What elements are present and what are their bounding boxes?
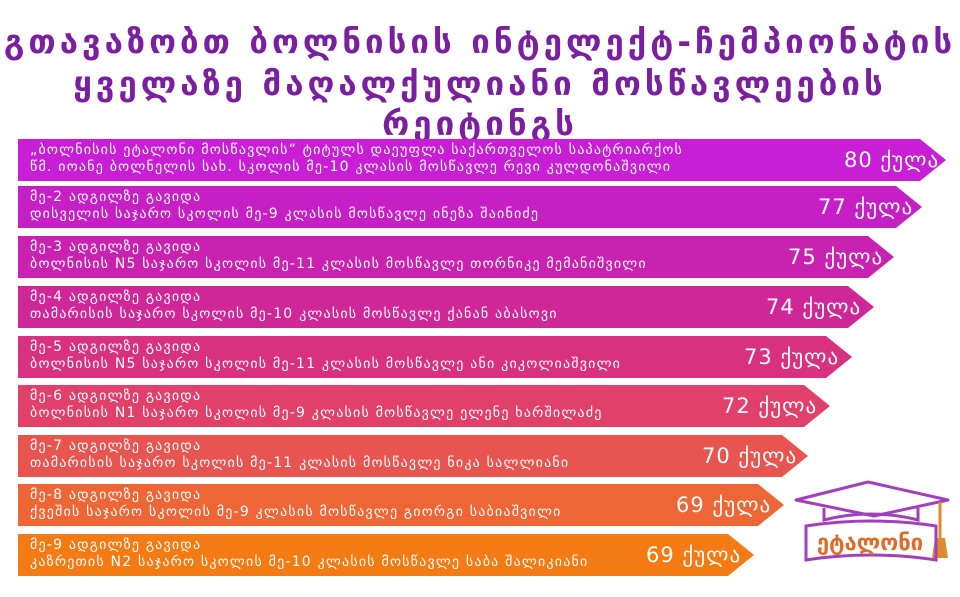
row-points: 70 ქულა bbox=[702, 444, 798, 468]
arrow-banner bbox=[18, 484, 784, 526]
page-title-line2: ყველაზე მაღალქულიანი მოსწავლეების რეიტინ… bbox=[73, 64, 887, 143]
row-points: 73 ქულა bbox=[744, 345, 840, 369]
row-line1: მე-3 ადგილზე გავიდა bbox=[30, 239, 202, 255]
ranking-row-5: მე-5 ადგილზე გავიდა ბოლნისის N5 საჯარო ს… bbox=[18, 336, 852, 378]
row-line1: მე-8 ადგილზე გავიდა bbox=[30, 487, 202, 503]
row-points: 77 ქულა bbox=[818, 195, 914, 219]
row-line2: წმ. იოანე ბოლნელის სახ. სკოლის მე-10 კლა… bbox=[30, 159, 672, 175]
row-line1: მე-7 ადგილზე გავიდა bbox=[30, 438, 202, 454]
row-line1: მე-4 ადგილზე გავიდა bbox=[30, 289, 202, 305]
logo-text: ეტალონი bbox=[817, 531, 923, 556]
ranking-row-8: მე-8 ადგილზე გავიდა ქვეშის საჯარო სკოლის… bbox=[18, 484, 784, 526]
graduation-cap-icon: ეტალონი bbox=[794, 480, 950, 562]
arrow-banner bbox=[18, 186, 922, 228]
arrow-banner bbox=[18, 435, 808, 477]
row-line1: მე-2 ადგილზე გავიდა bbox=[30, 189, 202, 205]
row-line1: მე-9 ადგილზე გავიდა bbox=[30, 537, 202, 553]
row-line2: დისველის საჯარო სკოლის მე-9 კლასის მოსწა… bbox=[30, 206, 540, 222]
arrow-banner bbox=[18, 385, 830, 427]
arrow-banner bbox=[18, 534, 754, 576]
row-line2: თამარისის საჯარო სკოლის მე-11 კლასის მოს… bbox=[30, 455, 570, 471]
row-line1: მე-5 ადგილზე გავიდა bbox=[30, 339, 202, 355]
ranking-row-7: მე-7 ადგილზე გავიდა თამარისის საჯარო სკო… bbox=[18, 435, 808, 477]
row-line2: კაზრეთის N2 საჯარო სკოლის მე-10 კლასის მ… bbox=[30, 554, 589, 570]
ranking-row-9: მე-9 ადგილზე გავიდა კაზრეთის N2 საჯარო ს… bbox=[18, 534, 754, 576]
page-title-line1: გთავაზობთ ბოლნისის ინტელექტ-ჩემპიონატის bbox=[3, 22, 957, 61]
arrow-banner bbox=[18, 336, 852, 378]
row-line1: „ბოლნისის ეტალონი მოსწავლის“ ტიტულს დაეუ… bbox=[30, 142, 684, 158]
ranking-row-3: მე-3 ადგილზე გავიდა ბოლნისის N5 საჯარო ს… bbox=[18, 236, 894, 278]
row-points: 75 ქულა bbox=[788, 245, 884, 269]
ranking-row-2: მე-2 ადგილზე გავიდა დისველის საჯარო სკოლ… bbox=[18, 186, 922, 228]
ranking-row-4: მე-4 ადგილზე გავიდა თამარისის საჯარო სკო… bbox=[18, 286, 874, 328]
arrow-banner bbox=[18, 236, 894, 278]
row-points: 69 ქულა bbox=[676, 493, 772, 517]
row-line2: ქვეშის საჯარო სკოლის მე-9 კლასის მოსწავლ… bbox=[30, 504, 562, 520]
row-line2: ბოლნისის N5 საჯარო სკოლის მე-11 კლასის მ… bbox=[30, 256, 647, 272]
etaloni-logo: ეტალონი bbox=[790, 478, 955, 578]
row-line2: ბოლნისის N1 საჯარო სკოლის მე-9 კლასის მო… bbox=[30, 405, 603, 421]
row-line2: ბოლნისის N5 საჯარო სკოლის მე-11 კლასის მ… bbox=[30, 356, 622, 372]
row-points: 80 ქულა bbox=[844, 148, 940, 172]
row-points: 74 ქულა bbox=[766, 295, 862, 319]
row-points: 72 ქულა bbox=[722, 394, 818, 418]
arrow-banner bbox=[18, 286, 874, 328]
ranking-row-1: „ბოლნისის ეტალონი მოსწავლის“ ტიტულს დაეუ… bbox=[18, 139, 946, 181]
ranking-row-6: მე-6 ადგილზე გავიდა ბოლნისის N1 საჯარო ს… bbox=[18, 385, 830, 427]
row-line1: მე-6 ადგილზე გავიდა bbox=[30, 388, 202, 404]
row-line2: თამარისის საჯარო სკოლის მე-10 კლასის მოს… bbox=[30, 306, 558, 322]
row-points: 69 ქულა bbox=[646, 543, 742, 567]
arrow-banner bbox=[18, 139, 946, 181]
